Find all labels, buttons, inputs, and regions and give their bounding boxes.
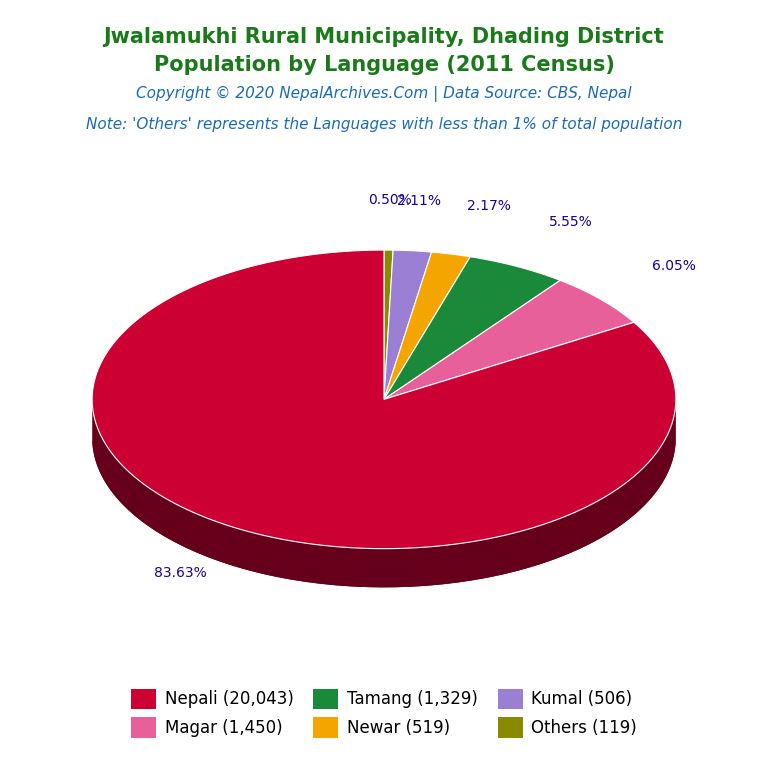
Text: 6.05%: 6.05%: [652, 260, 697, 273]
Legend: Nepali (20,043), Magar (1,450), Tamang (1,329), Newar (519), Kumal (506), Others: Nepali (20,043), Magar (1,450), Tamang (…: [124, 682, 644, 744]
Text: 2.11%: 2.11%: [397, 194, 441, 208]
Polygon shape: [384, 280, 634, 399]
Text: 5.55%: 5.55%: [549, 215, 593, 230]
Polygon shape: [92, 402, 676, 588]
Polygon shape: [384, 257, 560, 399]
Polygon shape: [92, 250, 676, 548]
Polygon shape: [384, 252, 470, 399]
Text: 0.50%: 0.50%: [368, 194, 412, 207]
Polygon shape: [384, 250, 432, 399]
Text: Population by Language (2011 Census): Population by Language (2011 Census): [154, 55, 614, 75]
Polygon shape: [92, 402, 676, 588]
Polygon shape: [384, 250, 393, 399]
Text: 83.63%: 83.63%: [154, 566, 207, 580]
Text: Note: 'Others' represents the Languages with less than 1% of total population: Note: 'Others' represents the Languages …: [86, 117, 682, 132]
Text: Jwalamukhi Rural Municipality, Dhading District: Jwalamukhi Rural Municipality, Dhading D…: [104, 27, 664, 47]
Text: Copyright © 2020 NepalArchives.Com | Data Source: CBS, Nepal: Copyright © 2020 NepalArchives.Com | Dat…: [136, 86, 632, 102]
Text: 2.17%: 2.17%: [467, 199, 511, 213]
